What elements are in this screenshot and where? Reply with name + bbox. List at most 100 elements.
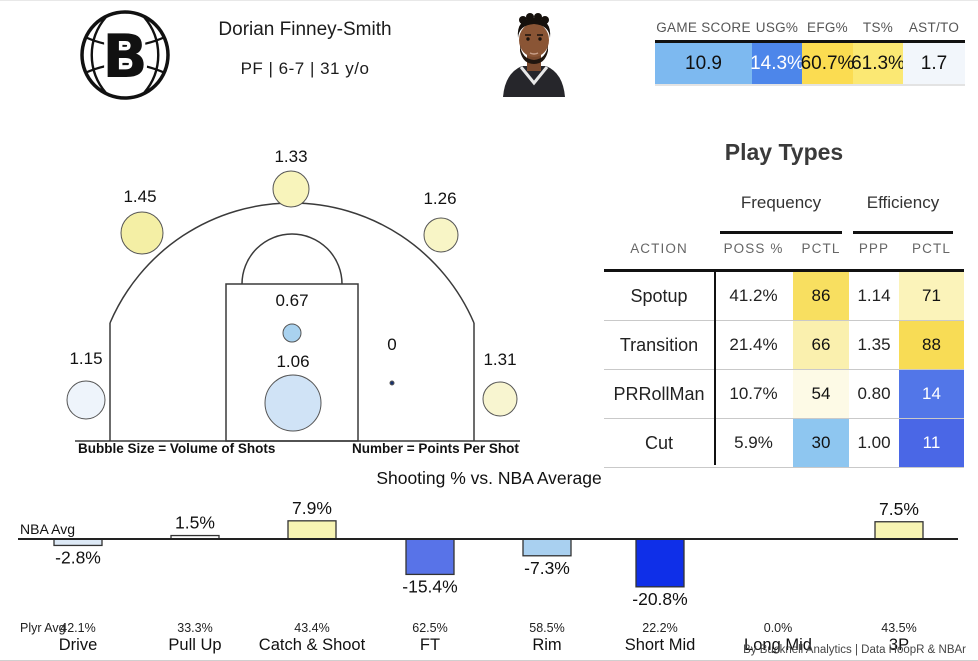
- player-avg-row-label: Plyr Avg: [20, 621, 66, 635]
- eye-left: [526, 37, 530, 41]
- shot-chart: 1.45 1.33 1.26 1.15 1.31 0.67 1.06 0 Bubble Siz…: [66, 147, 520, 456]
- play-type-poss: 10.7%: [729, 384, 778, 403]
- hair-twist: [526, 13, 534, 21]
- play-type-ppp: 1.00: [857, 433, 891, 452]
- shot-zone-value-rim: 1.06: [276, 352, 309, 371]
- player-avg-value: 58.5%: [529, 621, 565, 635]
- player-avg-value: 62.5%: [412, 621, 448, 635]
- shot-zone-bubble-above-break-3-right: [423, 217, 459, 253]
- top-stats-column-header: AST/TO: [908, 20, 960, 35]
- shot-zone-bubble-left-corner-3: [66, 380, 106, 420]
- shot-zone-bubble-mid-range-right: [389, 380, 395, 386]
- jersey-trim: [519, 66, 549, 86]
- group-header-frequency: Frequency: [740, 193, 822, 212]
- player-avg-value: 43.4%: [294, 621, 330, 635]
- shooting-diff-barchart: -2.8% 1.5% 7.9% -15.4% -7.3% -20.8% 7.5% NBA Av…: [18, 498, 958, 609]
- top-stats-value-cell: 61.3%: [851, 43, 905, 84]
- nba-avg-label: NBA Avg: [20, 521, 75, 537]
- player-details: PF | 6-7 | 31 y/o: [240, 59, 370, 78]
- shot-zone-bubble-free-throw: [282, 323, 302, 343]
- basketball-circle: [80, 10, 170, 100]
- play-types-column-header: PCTL: [912, 241, 951, 256]
- team-logo-brooklyn-nets: B: [80, 10, 170, 100]
- play-type-ppp: 1.14: [857, 286, 891, 305]
- shot-zone-bubble-above-break-3-center: [272, 170, 310, 208]
- player-name: Dorian Finney-Smith: [218, 19, 392, 40]
- free-throw-circle: [241, 233, 343, 285]
- top-stats-value-row: 10.9 14.3% 60.7% 61.3% 1.7: [655, 43, 965, 86]
- top-stats-column-header: GAME SCORE: [656, 20, 751, 35]
- hair: [517, 18, 551, 38]
- shot-zone-value-free-throw: 0.67: [275, 291, 308, 310]
- shot-zone-value-left-corner-3: 1.15: [69, 349, 102, 368]
- top-stats-header-row: GAME SCORE USG% EFG% TS% AST/TO: [655, 15, 965, 43]
- shot-zone-value-above-break-3-left: 1.45: [123, 187, 156, 206]
- shot-chart-caption-left: Bubble Size = Volume of Shots: [78, 441, 275, 456]
- top-stats-strip: GAME SCORE USG% EFG% TS% AST/TO 10.9 14.3% 60.…: [655, 15, 965, 86]
- bar-category-label: 3P: [888, 636, 910, 654]
- bar-value-label: -2.8%: [55, 547, 101, 567]
- play-types-column-header: PCTL: [801, 241, 841, 256]
- mouth: [529, 52, 539, 55]
- player-info: Dorian Finney-Smith PF | 6-7 | 31 y/o: [200, 19, 410, 79]
- bar-value-label: 7.9%: [292, 498, 332, 518]
- group-header-efficiency: Efficiency: [866, 193, 940, 212]
- basketball-seam-right: [143, 16, 160, 94]
- top-stats-column-header: TS%: [862, 20, 894, 35]
- top-stats-value-cell: 14.3%: [750, 43, 804, 84]
- shot-zone-value-right-corner-3: 1.31: [483, 350, 516, 369]
- bar-category-label: Pull Up: [168, 636, 222, 654]
- play-types-column-headers: ACTION POSS % PCTL PPP PCTL: [604, 241, 964, 256]
- play-types-rows: Spotup 41.2% 86 1.14 71 Transition 21.4% 66 1.35…: [604, 269, 964, 468]
- bar-catch-shoot: [287, 520, 337, 540]
- barchart-title: Shooting % vs. NBA Average: [376, 468, 602, 488]
- top-stats-column-header: USG%: [755, 20, 799, 35]
- shot-zone-bubble-rim: [264, 374, 322, 432]
- player-avg-value: 22.2%: [642, 621, 678, 635]
- play-type-freq-pctl: 54: [793, 370, 849, 418]
- play-type-action: Spotup: [630, 285, 688, 306]
- player-avg-value: 33.3%: [177, 621, 213, 635]
- shot-zone-value-mid-range-right: 0: [387, 335, 396, 354]
- play-types-column-header: POSS %: [723, 241, 784, 256]
- play-type-eff-pctl: 88: [899, 321, 964, 369]
- hair-twist: [541, 16, 549, 24]
- frequency-underline: [720, 231, 842, 234]
- play-type-eff-pctl: 14: [899, 370, 964, 418]
- player-avg-value: 0.0%: [763, 621, 793, 635]
- credit-line: By Bucknell Analytics | Data HoopR & NBA…: [743, 644, 966, 656]
- beard: [520, 45, 548, 64]
- hair-twist: [534, 13, 542, 21]
- play-type-eff-pctl: 11: [899, 419, 964, 467]
- action-column-divider: [714, 269, 716, 465]
- bar-value-label: 7.5%: [879, 499, 919, 519]
- bar-category-label: Short Mid: [624, 636, 696, 654]
- shot-zone-value-above-break-3-center: 1.33: [274, 147, 307, 166]
- shot-zone-value-above-break-3-right: 1.26: [423, 189, 456, 208]
- basketball-seam-top: [84, 35, 166, 48]
- play-types-column-header: ACTION: [630, 241, 688, 256]
- play-type-action: Cut: [644, 432, 673, 453]
- play-types-row: PRRollMan 10.7% 54 0.80 14: [604, 370, 964, 419]
- play-type-eff-pctl: 71: [899, 272, 964, 320]
- bar-value-label: -15.4%: [402, 576, 457, 596]
- top-stats-value-cell: 1.7: [903, 43, 965, 84]
- logo-letter-b: B: [102, 22, 148, 92]
- top-stats-value-cell: 60.7%: [801, 43, 854, 84]
- play-type-poss: 21.4%: [729, 335, 778, 354]
- play-types-row: Spotup 41.2% 86 1.14 71: [604, 272, 964, 321]
- play-types-panel: Play Types Frequency Efficiency ACTION PO…: [604, 139, 966, 469]
- play-type-freq-pctl: 66: [793, 321, 849, 369]
- shot-bubbles: 1.45 1.33 1.26 1.15 1.31 0.67 1.06 0: [66, 147, 518, 432]
- shot-zone-bubble-right-corner-3: [482, 381, 518, 417]
- play-types-title: Play Types: [724, 139, 844, 165]
- bar-3p: [874, 521, 924, 540]
- play-type-ppp: 0.80: [857, 384, 891, 403]
- efficiency-underline: [853, 231, 953, 234]
- bar-category-label: Rim: [532, 636, 562, 654]
- player-avg-value: 42.1%: [60, 621, 96, 635]
- shot-zone-bubble-above-break-3-left: [120, 211, 164, 255]
- paint-rect: [225, 283, 359, 442]
- hair-twist: [519, 16, 527, 24]
